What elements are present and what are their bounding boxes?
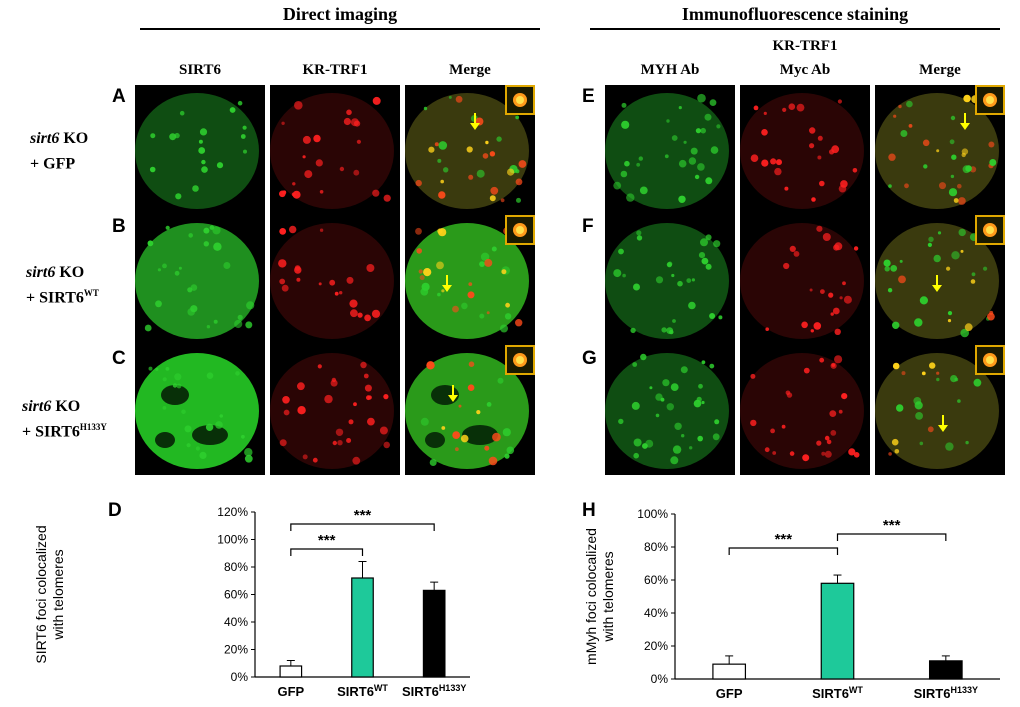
bar bbox=[820, 582, 855, 680]
micrograph-sirt6-row-2 bbox=[135, 215, 265, 345]
bar bbox=[422, 589, 446, 678]
col-label-kr-trf1: KR-TRF1 bbox=[302, 62, 368, 78]
y-tick-label: 0% bbox=[651, 672, 669, 686]
micrograph-merge-row-1 bbox=[405, 85, 535, 215]
bar bbox=[712, 663, 747, 680]
micrograph-merge-right-row-2 bbox=[875, 215, 1005, 345]
significance-bracket bbox=[290, 548, 364, 556]
arrow-indicator-icon bbox=[959, 113, 971, 131]
panel-letter-a: A bbox=[112, 86, 126, 107]
chart-d: 0% 20% 40% 60% 80% 100% 120% SIRT6 foci colocal… bbox=[33, 505, 470, 699]
y-tick-label: 80% bbox=[644, 540, 668, 554]
y-axis-label-line1: mMyh foci colocalized bbox=[583, 528, 599, 665]
arrow-indicator-icon bbox=[937, 415, 949, 433]
y-tick-label: 120% bbox=[217, 505, 248, 519]
col-label-myh-ab: MYH Ab bbox=[640, 62, 700, 78]
micrograph-myh-ab-row-3 bbox=[605, 345, 735, 475]
zoom-inset bbox=[505, 85, 535, 115]
col-label-myc-ab: Myc Ab bbox=[779, 62, 831, 78]
bar bbox=[928, 660, 963, 680]
micrograph-sirt6-row-1 bbox=[135, 85, 265, 215]
arrow-indicator-icon bbox=[447, 385, 459, 403]
micrograph-myc-ab-row-1 bbox=[740, 85, 870, 215]
arrow-indicator-icon bbox=[469, 113, 481, 131]
immunofluorescence-rule bbox=[590, 28, 1000, 30]
category-label: GFP bbox=[277, 684, 304, 699]
panel-letter-d: D bbox=[108, 500, 122, 521]
category-label: SIRT6WT bbox=[337, 683, 388, 699]
y-tick-label: 0% bbox=[231, 670, 249, 684]
significance-bracket bbox=[290, 523, 435, 531]
micrograph-myc-ab-row-2 bbox=[740, 215, 870, 345]
micrograph-myh-ab-row-1 bbox=[605, 85, 735, 215]
chart-h: 0% 20% 40% 60% 80% 100% mMyh foci colocalized w… bbox=[583, 507, 1000, 700]
arrow-indicator-icon bbox=[441, 275, 453, 293]
y-tick-label: 80% bbox=[224, 560, 248, 574]
y-tick-label: 100% bbox=[637, 507, 668, 521]
y-axis-label-line2: with telomeres bbox=[50, 549, 66, 640]
panel-letter-e: E bbox=[582, 86, 595, 107]
panel-letter-c: C bbox=[112, 348, 126, 369]
micrograph-kr-trf1-row-3 bbox=[270, 345, 400, 475]
panel-letter-b: B bbox=[112, 216, 126, 237]
condition-label-b: sirt6 KO + SIRT6WT bbox=[26, 264, 99, 307]
panel-letter-h: H bbox=[582, 500, 596, 521]
micrograph-merge-row-2 bbox=[405, 215, 535, 345]
zoom-inset bbox=[975, 215, 1005, 245]
col-label-sirt6: SIRT6 bbox=[179, 62, 221, 78]
significance-label: *** bbox=[354, 507, 372, 524]
bar bbox=[351, 577, 374, 678]
significance-label: *** bbox=[883, 517, 901, 534]
y-tick-label: 60% bbox=[644, 573, 668, 587]
significance-label: *** bbox=[318, 532, 336, 549]
y-tick-label: 100% bbox=[217, 533, 248, 547]
kr-trf1-subheader: KR-TRF1 bbox=[772, 38, 838, 54]
micrograph-merge-right-row-1 bbox=[875, 85, 1005, 215]
direct-imaging-rule bbox=[140, 28, 540, 30]
y-tick-label: 40% bbox=[224, 615, 248, 629]
zoom-inset bbox=[975, 85, 1005, 115]
y-axis-label-line1: SIRT6 foci colocalized bbox=[33, 525, 49, 663]
bar bbox=[279, 665, 303, 678]
micrograph-merge-right-row-3 bbox=[875, 345, 1005, 475]
zoom-inset bbox=[505, 345, 535, 375]
arrow-indicator-icon bbox=[931, 275, 943, 293]
micrograph-myh-ab-row-2 bbox=[605, 215, 735, 345]
micrograph-merge-row-3 bbox=[405, 345, 535, 475]
category-label: GFP bbox=[716, 686, 743, 700]
micrograph-myc-ab-row-3 bbox=[740, 345, 870, 475]
panel-letter-f: F bbox=[582, 216, 594, 237]
y-tick-label: 20% bbox=[224, 643, 248, 657]
direct-imaging-header: Direct imaging bbox=[282, 4, 398, 24]
significance-label: *** bbox=[775, 531, 793, 548]
category-label: SIRT6H133Y bbox=[402, 683, 466, 699]
micrograph-kr-trf1-row-2 bbox=[270, 215, 400, 345]
y-tick-label: 60% bbox=[224, 588, 248, 602]
zoom-inset bbox=[975, 345, 1005, 375]
category-label: SIRT6WT bbox=[812, 685, 863, 700]
micrograph-kr-trf1-row-1 bbox=[270, 85, 400, 215]
panel-letter-g: G bbox=[582, 348, 597, 369]
condition-label-c: sirt6 KO + SIRT6H133Y bbox=[22, 398, 107, 441]
y-axis-label-line2: with telomeres bbox=[600, 551, 616, 642]
col-label-merge-right: Merge bbox=[919, 62, 961, 78]
significance-bracket bbox=[836, 533, 947, 541]
immunofluorescence-header: Immunofluorescence staining bbox=[681, 4, 909, 24]
zoom-inset bbox=[505, 215, 535, 245]
micrograph-sirt6-row-3 bbox=[135, 345, 265, 475]
col-label-merge-left: Merge bbox=[449, 62, 491, 78]
category-label: SIRT6H133Y bbox=[914, 685, 978, 700]
condition-label-a: sirt6 KO + GFP bbox=[30, 130, 89, 173]
significance-bracket bbox=[728, 547, 839, 555]
y-tick-label: 20% bbox=[644, 639, 668, 653]
y-tick-label: 40% bbox=[644, 606, 668, 620]
